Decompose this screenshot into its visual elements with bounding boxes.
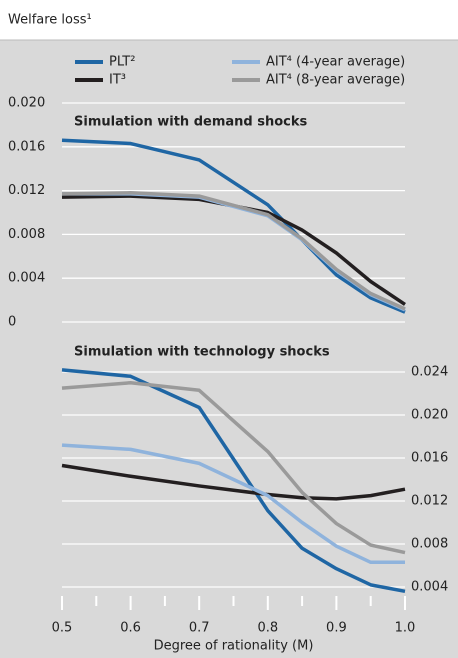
- y-tick-label: 0.004: [411, 580, 448, 595]
- y-tick-label: 0.016: [8, 139, 45, 154]
- x-tick-label: 1.0: [395, 621, 416, 636]
- y-tick-label: 0.020: [411, 408, 448, 423]
- legend-label: IT³: [109, 73, 126, 88]
- series-line: [61, 443, 405, 565]
- y-tick-label: 0.016: [411, 451, 448, 466]
- legend-label: AIT⁴ (4-year average): [266, 55, 405, 70]
- header-band: [0, 0, 458, 40]
- y-tick-label: 0.024: [411, 365, 448, 380]
- x-tick-label: 0.5: [52, 621, 73, 636]
- x-tick-label: 0.6: [120, 621, 141, 636]
- x-tick-label: 0.8: [257, 621, 278, 636]
- y-tick-label: 0: [8, 315, 16, 330]
- y-tick-label: 0.008: [411, 537, 448, 552]
- panel-title: Simulation with technology shocks: [74, 345, 330, 360]
- y-tick-label: 0.004: [8, 271, 45, 286]
- legend-label: PLT²: [109, 55, 135, 70]
- series-line: [61, 381, 406, 555]
- y-tick-label: 0.012: [8, 183, 45, 198]
- series-line: [61, 191, 406, 311]
- y-tick-label: 0.020: [8, 96, 45, 111]
- panel-title: Simulation with demand shocks: [74, 115, 307, 130]
- series-line: [61, 463, 406, 501]
- y-tick-label: 0.012: [411, 494, 448, 509]
- series-line: [61, 368, 406, 594]
- x-tick-label: 0.7: [189, 621, 210, 636]
- y-tick-label: 0.008: [8, 227, 45, 242]
- x-tick-label: 0.9: [326, 621, 347, 636]
- header-title: Welfare loss¹: [8, 13, 92, 28]
- x-axis-title: Degree of rationality (M): [154, 639, 314, 654]
- series-line: [61, 194, 406, 306]
- legend-label: AIT⁴ (8-year average): [266, 73, 405, 88]
